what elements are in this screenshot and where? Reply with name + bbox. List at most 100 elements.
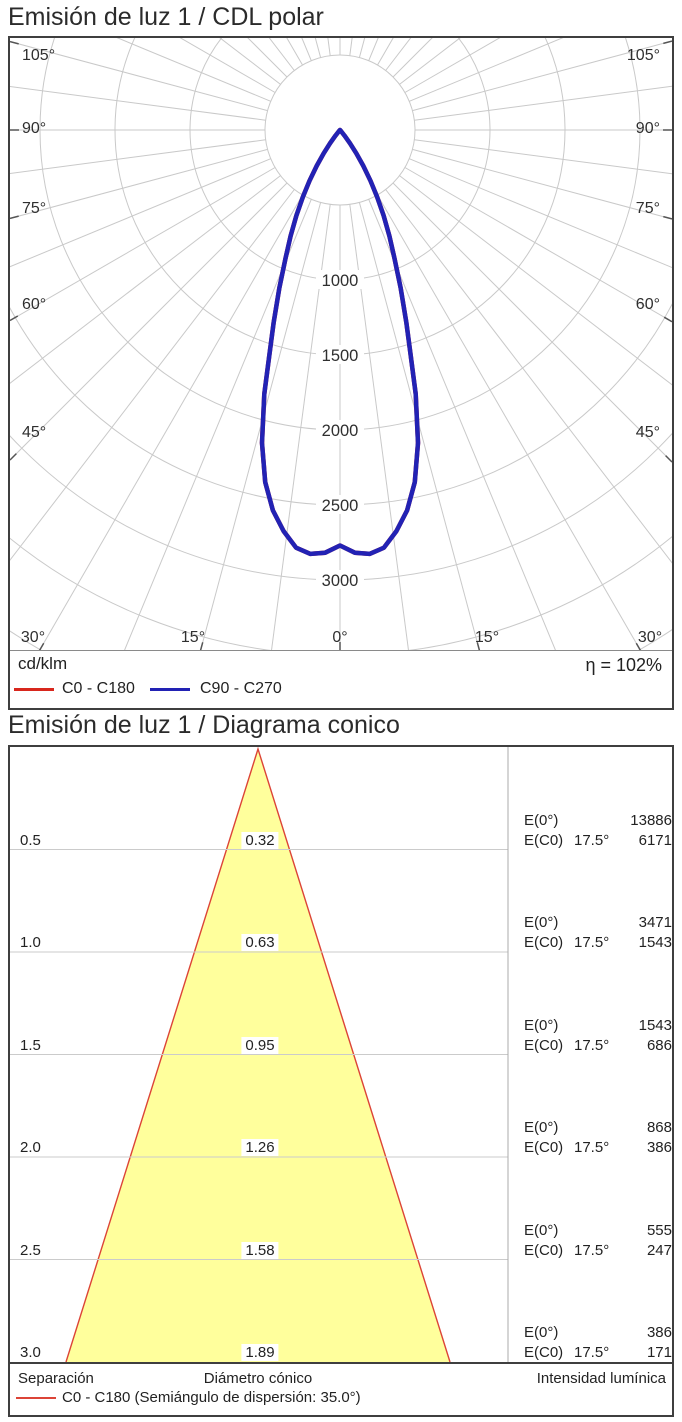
row-ec0-label: E(C0) bbox=[524, 934, 564, 951]
polar-grid-spoke bbox=[414, 85, 672, 121]
cone-diagram bbox=[10, 747, 509, 1362]
polar-chart-title: Emisión de luz 1 / CDL polar bbox=[8, 3, 324, 31]
polar-grid-spoke bbox=[10, 86, 266, 121]
radial-label-bg bbox=[316, 570, 364, 589]
polar-grid-spoke bbox=[392, 182, 672, 463]
frame-tick bbox=[10, 215, 19, 220]
polar-grid-spoke bbox=[409, 158, 672, 269]
polar-grid-spoke bbox=[414, 139, 672, 175]
row-e0-label: E(0°) bbox=[524, 811, 559, 829]
polar-grid-spoke bbox=[116, 38, 271, 102]
polar-grid-spoke bbox=[377, 194, 642, 651]
polar-grid-spoke bbox=[385, 189, 672, 564]
polar-grid-spoke bbox=[179, 38, 276, 93]
radial-label-bg bbox=[316, 420, 364, 439]
row-ec0-value: 247 bbox=[646, 1241, 672, 1259]
polar-grid-spoke bbox=[10, 148, 268, 219]
angle-label: 0° bbox=[332, 629, 347, 646]
polar-grid-spoke bbox=[368, 38, 379, 61]
row-diameter-label: 0.63 bbox=[241, 934, 279, 951]
row-ec0-label: E(C0) bbox=[524, 1139, 564, 1156]
polar-grid-spoke bbox=[404, 38, 501, 93]
polar-grid-spoke bbox=[301, 38, 312, 61]
angle-label: 15° bbox=[475, 629, 499, 646]
cone-footer: Separación Diámetro cónico Intensidad lu… bbox=[10, 1362, 672, 1415]
row-diameter-label: 1.89 bbox=[241, 1344, 279, 1361]
radial-label: 2500 bbox=[322, 497, 359, 515]
row-ec0-value: 686 bbox=[646, 1036, 672, 1054]
intensity-column-label: Intensidad lumínica bbox=[536, 1370, 666, 1387]
frame-tick bbox=[663, 316, 672, 323]
cone-legend-line-swatch bbox=[16, 1397, 56, 1399]
angle-label: 60° bbox=[636, 296, 660, 313]
row-separation-label: 1.5 bbox=[20, 1036, 41, 1054]
polar-grid-spoke bbox=[10, 158, 271, 268]
unit-label: cd/klm bbox=[18, 654, 68, 673]
polar-grid-spoke bbox=[10, 139, 266, 174]
row-ec0-label: E(C0) bbox=[524, 1241, 564, 1259]
frame-tick bbox=[476, 642, 481, 651]
row-ec0-angle: 17.5° bbox=[574, 831, 610, 849]
angle-label: 90° bbox=[636, 120, 660, 137]
light-cone-shape bbox=[65, 747, 451, 1362]
polar-grid-spoke bbox=[399, 175, 672, 386]
row-e0-value: 868 bbox=[646, 1119, 672, 1136]
angle-label: 30° bbox=[638, 629, 662, 646]
polar-grid-spoke bbox=[404, 167, 672, 323]
polar-grid-spoke bbox=[10, 182, 288, 461]
polar-chart-panel: 105° 90° 75° 60° 45° 105° 90° 75° 60° 45° 30° 15° 0°… bbox=[8, 36, 674, 710]
row-ec0-angle: 17.5° bbox=[574, 1344, 610, 1361]
radial-label-bg bbox=[316, 270, 364, 289]
row-ec0-angle: 17.5° bbox=[574, 1139, 610, 1156]
angle-label: 75° bbox=[22, 200, 46, 217]
row-e0-value: 1543 bbox=[638, 1016, 672, 1034]
cone-chart-title: Emisión de luz 1 / Diagrama conico bbox=[8, 711, 400, 739]
angle-label: 45° bbox=[22, 424, 46, 441]
row-ec0-label: E(C0) bbox=[524, 1344, 564, 1361]
row-e0-label: E(0°) bbox=[524, 1324, 559, 1341]
angle-label: 105° bbox=[627, 47, 660, 64]
polar-grid-spoke bbox=[412, 148, 672, 220]
frame-tick bbox=[635, 642, 642, 651]
frame-tick bbox=[665, 455, 672, 463]
polar-grid-spoke bbox=[368, 199, 557, 651]
row-ec0-label: E(C0) bbox=[524, 831, 564, 849]
polar-grid-spoke bbox=[123, 199, 312, 651]
polar-grid-spoke bbox=[199, 202, 322, 651]
row-diameter-label: 1.58 bbox=[241, 1241, 279, 1259]
polar-grid-spoke bbox=[358, 202, 481, 651]
polar-legend-strip: cd/klm η = 102% C0 - C180 C90 - C270 bbox=[10, 650, 672, 708]
row-ec0-value: 1543 bbox=[638, 934, 672, 951]
polar-grid-spoke bbox=[38, 194, 303, 651]
frame-tick bbox=[10, 315, 19, 322]
row-e0-label: E(0°) bbox=[524, 1016, 559, 1034]
angle-label: 30° bbox=[21, 629, 45, 646]
row-ec0-angle: 17.5° bbox=[574, 1241, 610, 1259]
efficiency-label: η = 102% bbox=[585, 655, 662, 675]
angle-label: 90° bbox=[22, 120, 46, 137]
radial-label: 2000 bbox=[322, 422, 359, 440]
polar-grid-spoke bbox=[412, 40, 672, 112]
row-separation-label: 2.5 bbox=[20, 1241, 41, 1259]
diameter-column-label: Diámetro cónico bbox=[203, 1370, 313, 1387]
polar-grid-spoke bbox=[349, 204, 410, 651]
separation-column-label: Separación bbox=[18, 1370, 94, 1387]
row-e0-value: 3471 bbox=[638, 914, 672, 931]
row-e0-label: E(0°) bbox=[524, 1221, 559, 1239]
row-e0-label: E(0°) bbox=[524, 1119, 559, 1136]
polar-curve-c90-c270 bbox=[259, 127, 421, 557]
frame-tick bbox=[199, 642, 204, 651]
c0-c180-legend-label: C0 - C180 bbox=[62, 680, 135, 697]
c90-c270-legend-label: C90 - C270 bbox=[200, 680, 282, 697]
row-separation-label: 3.0 bbox=[20, 1344, 41, 1361]
polar-grid-spoke bbox=[10, 189, 295, 561]
polar-grid-spoke bbox=[10, 167, 276, 322]
angle-label: 60° bbox=[22, 296, 46, 313]
frame-tick bbox=[10, 453, 17, 461]
frame-tick bbox=[38, 642, 45, 651]
row-ec0-label: E(C0) bbox=[524, 1036, 564, 1054]
polar-grid-spoke bbox=[270, 204, 331, 651]
row-diameter-label: 0.95 bbox=[241, 1036, 279, 1054]
frame-tick bbox=[10, 40, 19, 45]
row-diameter-label: 0.32 bbox=[241, 831, 279, 849]
